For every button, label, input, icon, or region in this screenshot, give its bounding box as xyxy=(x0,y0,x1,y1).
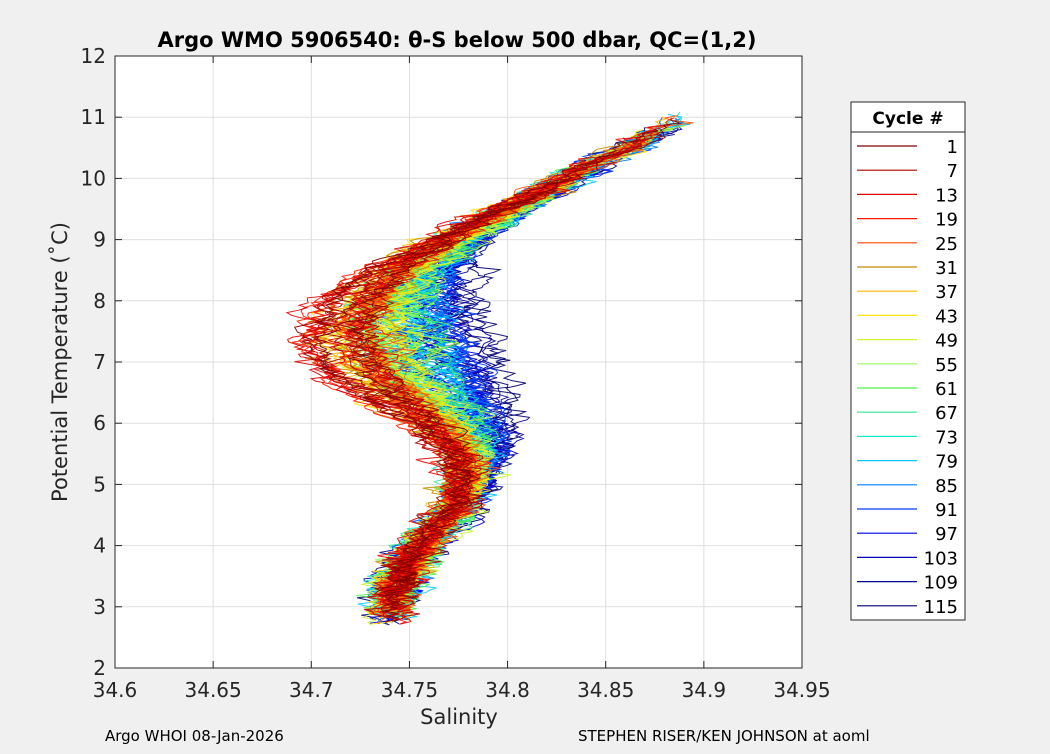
profile-line xyxy=(285,177,586,617)
legend-entry-label: 7 xyxy=(947,161,958,182)
profile-line xyxy=(345,151,624,596)
x-tick-label: 34.95 xyxy=(773,678,830,702)
legend-items: 1 7 13 19 25 31 37 43 49 55 61 67 73 79 85 91 97 103 109 11… xyxy=(857,137,958,618)
y-tick-label: 10 xyxy=(81,166,106,190)
legend-entry-label: 43 xyxy=(935,306,958,327)
x-tick-label: 34.8 xyxy=(485,678,530,702)
footer-left: Argo WHOI 08-Jan-2026 xyxy=(105,727,284,745)
legend-entry-label: 73 xyxy=(935,427,958,448)
y-tick-label: 11 xyxy=(81,105,106,129)
legend-entry-label: 61 xyxy=(935,379,958,400)
legend-entry-label: 55 xyxy=(935,355,958,376)
legend-entry-label: 1 xyxy=(947,137,958,158)
y-tick-label: 12 xyxy=(81,44,106,68)
y-tick-label: 7 xyxy=(93,350,106,374)
legend: Cycle # 1 7 13 19 25 31 37 43 49 55 61 67 73 79 85 91 97… xyxy=(850,101,966,621)
legend-entry-label: 31 xyxy=(935,258,958,279)
x-axis-label: Salinity xyxy=(420,705,498,729)
y-axis-label: Potential Temperature (˚C) xyxy=(48,222,72,502)
x-tick-label: 34.9 xyxy=(682,678,727,702)
y-tick-label: 3 xyxy=(93,595,106,619)
profile-line xyxy=(342,182,558,622)
y-tick-label: 5 xyxy=(93,472,106,496)
legend-entry-label: 97 xyxy=(935,524,958,545)
legend-entry-label: 13 xyxy=(935,185,958,206)
legend-entry-label: 67 xyxy=(935,403,958,424)
x-tick-label: 34.75 xyxy=(381,678,438,702)
legend-entry-label: 109 xyxy=(924,573,958,594)
legend-entry-label: 25 xyxy=(935,234,958,255)
footer-right: STEPHEN RISER/KEN JOHNSON at aoml xyxy=(578,727,870,745)
legend-entry-label: 37 xyxy=(935,282,958,303)
y-tick-label: 6 xyxy=(93,411,106,435)
legend-title: Cycle # xyxy=(872,109,943,129)
legend-entry-label: 79 xyxy=(935,452,958,473)
y-tick-label: 2 xyxy=(93,656,106,680)
axis-ticks: 34.6 34.65 34.7 34.75 34.8 34.85 34.9 34.95 2 3 4 5… xyxy=(81,44,831,702)
legend-entry-label: 19 xyxy=(935,210,958,231)
x-tick-label: 34.6 xyxy=(93,678,138,702)
x-tick-label: 34.65 xyxy=(185,678,242,702)
legend-entry-label: 115 xyxy=(924,597,958,618)
y-tick-label: 9 xyxy=(93,228,106,252)
x-tick-label: 34.7 xyxy=(289,678,334,702)
legend-entry-label: 85 xyxy=(935,476,958,497)
legend-entry-label: 91 xyxy=(935,500,958,521)
y-tick-label: 4 xyxy=(93,534,106,558)
y-tick-label: 8 xyxy=(93,289,106,313)
profile-line xyxy=(348,117,680,613)
profile-lines xyxy=(285,111,694,626)
x-tick-label: 34.85 xyxy=(577,678,634,702)
legend-entry-label: 103 xyxy=(924,548,958,569)
profile-line xyxy=(293,160,597,605)
legend-entry-label: 49 xyxy=(935,331,958,352)
chart-title: Argo WMO 5906540: θ-S below 500 dbar, QC… xyxy=(158,28,757,52)
